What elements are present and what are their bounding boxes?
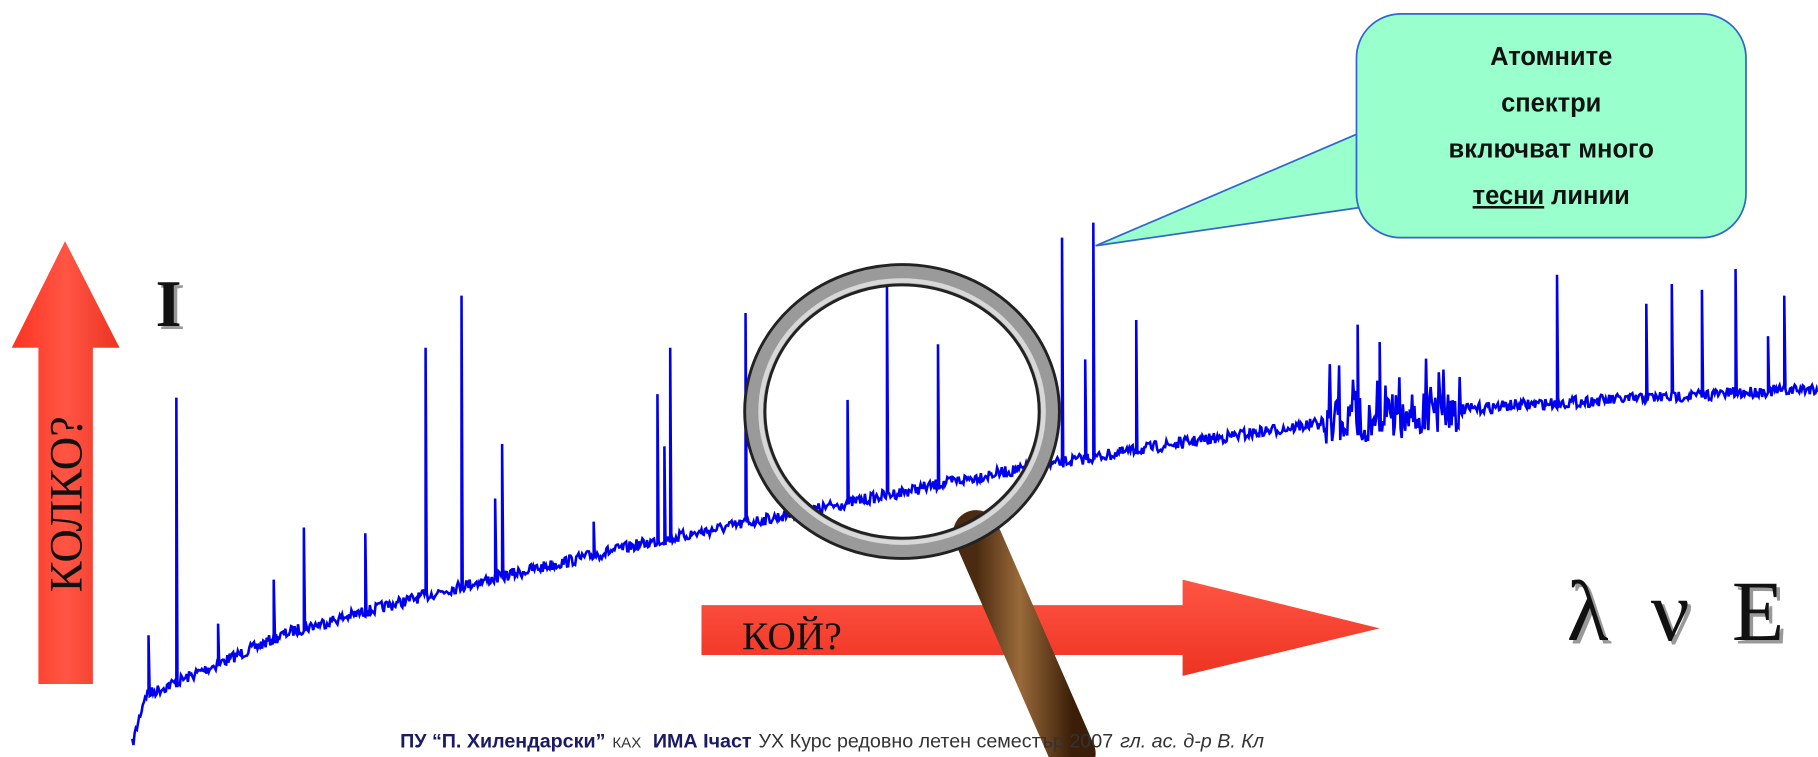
- intensity-shadow: I: [159, 269, 185, 344]
- how-much-label: КОЛКО?: [41, 416, 92, 592]
- callout-joint: [1357, 138, 1373, 204]
- callout-box: [1355, 13, 1747, 239]
- intensity-label: I: [155, 266, 181, 341]
- footer-department: КАХ: [612, 735, 641, 752]
- which-label: КОЙ?: [742, 614, 842, 658]
- callout-line: Атомните: [1490, 43, 1612, 71]
- magnifier-handle: [953, 510, 1096, 757]
- footer-university: ПУ “П. Хилендарски”: [400, 731, 605, 753]
- callout-tail: [1095, 132, 1370, 247]
- content: КОЛКО? I I КОЙ? λ ν E λ ν E Атомните спе…: [11, 13, 1818, 757]
- callout-line: включват много: [1449, 136, 1654, 164]
- footer-author: гл. ас. д-р В. Кл: [1120, 731, 1264, 753]
- symbols-shadow: λ ν E: [1570, 567, 1787, 662]
- footer-course: ИМА Iчаст: [653, 731, 752, 753]
- callout-text: Атомните спектри включват много тесни лин…: [1449, 43, 1654, 210]
- callout-line: спектри: [1501, 89, 1601, 117]
- symbols-label: λ ν E: [1567, 564, 1784, 659]
- footer: ПУ “П. Хилендарски” КАХ ИМА Iчаст УХ Курс р…: [400, 731, 1264, 753]
- callout-line: тесни линии: [1473, 182, 1630, 210]
- footer-rest: УХ Курс редовно летен семестър 2007: [759, 731, 1114, 753]
- callout-underlined: тесни: [1473, 182, 1545, 210]
- spectrum-line: [131, 222, 1818, 746]
- callout-rest: линии: [1551, 182, 1630, 210]
- magnifier-rim: [746, 266, 1058, 558]
- magnifier-rim-highlight: [758, 278, 1046, 545]
- up-arrow: [11, 241, 120, 684]
- magnifier: [743, 263, 1096, 757]
